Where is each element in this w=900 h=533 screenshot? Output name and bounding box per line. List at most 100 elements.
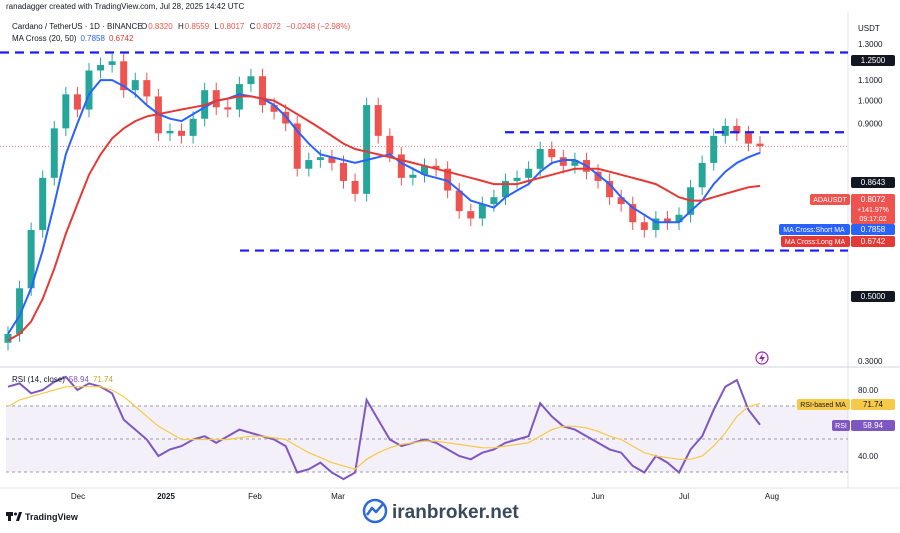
candle	[189, 111, 197, 144]
candle	[328, 149, 336, 171]
candle-body	[432, 165, 440, 169]
candle	[652, 211, 660, 238]
time-tick-label: Feb	[248, 492, 262, 501]
candle	[4, 326, 12, 351]
ohlc-open-value: 0.8320	[148, 22, 173, 31]
rsi-line	[7, 375, 761, 481]
candle-body	[409, 174, 417, 178]
rsi-ma-tag-label: RSI-based MA	[800, 402, 846, 409]
candle-body	[247, 76, 255, 85]
candle-body	[548, 148, 556, 158]
ohlc-low-label: L	[214, 22, 219, 31]
ohlc-high-label: H	[178, 22, 184, 31]
candle-body	[536, 148, 544, 169]
rsi-tick-label: 40.00	[858, 452, 879, 461]
candle	[305, 152, 313, 177]
candle-body	[131, 80, 139, 91]
time-tick-label: Mar	[331, 492, 345, 501]
tradingview-brand[interactable]: TradingView	[25, 512, 79, 522]
candle	[640, 214, 648, 238]
ohlc-change-value: −0.0248 (−2.98%)	[286, 22, 350, 31]
lightning-icon[interactable]	[755, 351, 769, 365]
symbol-title[interactable]: Cardano / TetherUS · 1D · BINANCE	[12, 22, 143, 31]
candle-body	[629, 204, 637, 223]
rsi-tag-label: RSI	[835, 423, 847, 430]
ohlc-high-value: 0.8559	[185, 22, 210, 31]
candle-body	[513, 177, 521, 181]
iranbroker-logo-icon	[362, 498, 388, 524]
candle-body	[120, 61, 128, 91]
last-price-text: 0.8072	[861, 195, 886, 204]
candle	[744, 125, 752, 152]
candle-body	[594, 171, 602, 181]
ma-cross-legend[interactable]: MA Cross (20, 50) 0.7858 0.6742	[12, 34, 134, 43]
rsi-lines-layer	[7, 375, 761, 481]
candle-body	[490, 197, 498, 205]
candle	[409, 167, 417, 186]
candle-body	[39, 177, 47, 230]
long-ma-tag-value: 0.6742	[861, 237, 886, 246]
candle-body	[640, 222, 648, 230]
candle-body	[166, 130, 174, 134]
candle-body	[351, 180, 359, 194]
ma-cross-label: MA Cross (20, 50)	[12, 34, 77, 43]
candle	[513, 170, 521, 189]
candle-body	[270, 105, 278, 112]
candle	[478, 196, 486, 227]
price-tick-label: 0.9000	[858, 120, 883, 129]
candle	[97, 57, 105, 79]
candle	[178, 123, 186, 144]
time-tick-label: Jun	[592, 492, 605, 501]
candle	[27, 222, 35, 296]
long-ma-tag: MA Cross:Long MA 0.6742	[781, 236, 895, 247]
rsi-ma-line	[7, 386, 761, 470]
price-tick-label: 1.1000	[858, 76, 883, 85]
candle-body	[721, 125, 729, 136]
candle	[444, 161, 452, 199]
candle-body	[525, 168, 533, 178]
moving-averages-layer	[7, 79, 761, 342]
candle-body	[97, 64, 105, 71]
candle-body	[501, 180, 509, 198]
candle	[606, 173, 614, 205]
candle-body	[108, 61, 116, 65]
tradingview-logo-icon[interactable]	[6, 512, 22, 521]
candle	[85, 63, 93, 118]
candle-body	[467, 211, 475, 219]
candle	[259, 68, 267, 113]
time-tick-label: 2025	[157, 492, 175, 501]
candle-body	[698, 162, 706, 188]
time-axis-labels[interactable]: Dec 2025 Feb Mar Jun Jul Aug	[71, 492, 779, 501]
candle	[212, 82, 220, 116]
rsi-tag-value: 58.94	[863, 421, 884, 430]
rsi-legend[interactable]: RSI (14, close) 58.94 71.74	[12, 375, 114, 384]
candle	[733, 118, 741, 142]
candle-body	[16, 288, 24, 334]
candle	[663, 211, 671, 230]
candle-body	[710, 135, 718, 163]
candle-body	[328, 157, 336, 163]
rsi-ma-tag: RSI-based MA 71.74	[797, 399, 895, 410]
candle	[455, 183, 463, 219]
long-ma-line	[7, 95, 761, 342]
ma-long-legend-value: 0.6742	[109, 34, 134, 43]
long-ma-tag-label: MA Cross:Long MA	[785, 239, 846, 246]
candle	[617, 189, 625, 212]
candle	[108, 53, 116, 73]
candle-body	[386, 135, 394, 155]
horizontal-levels-layer[interactable]	[0, 51, 848, 252]
price-tick-label: 1.0000	[858, 97, 883, 106]
rsi-tag: RSI 58.94	[832, 420, 895, 431]
level-tag-mid-text: 0.8643	[861, 178, 886, 187]
candle-body	[189, 118, 197, 136]
candle-body	[4, 333, 12, 343]
candle-body	[571, 160, 579, 166]
candle-body	[224, 107, 232, 110]
candle-body	[259, 76, 267, 106]
ohlc-low-value: 0.8017	[220, 22, 245, 31]
candle	[675, 207, 683, 230]
candle	[351, 173, 359, 202]
currency-label[interactable]: USDT	[858, 24, 880, 33]
